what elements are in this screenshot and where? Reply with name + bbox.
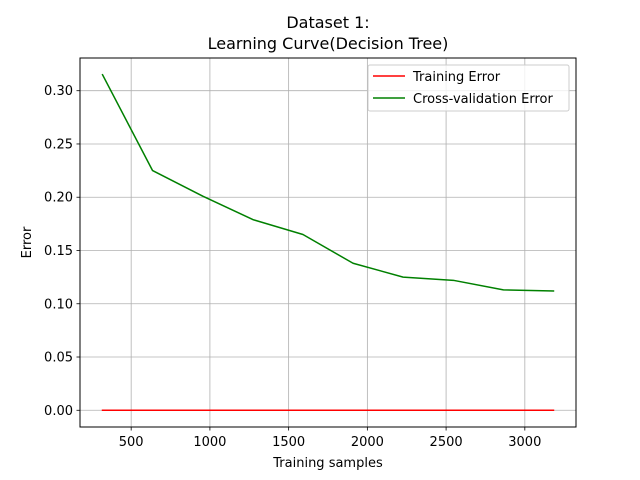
x-tick-label: 3000 bbox=[508, 435, 541, 450]
legend: Training Error Cross-validation Error bbox=[367, 64, 570, 112]
y-tick-label: 0.05 bbox=[44, 351, 73, 366]
chart-subtitle: Learning Curve(Decision Tree) bbox=[208, 34, 449, 53]
y-axis-label: Error bbox=[20, 226, 35, 258]
x-tick-label: 500 bbox=[119, 435, 144, 450]
series-lines bbox=[101, 73, 555, 412]
x-axis-label: Training samples bbox=[272, 456, 383, 471]
series-line-cross-validation-error bbox=[101, 73, 555, 292]
y-tick-label: 0.00 bbox=[44, 404, 73, 419]
x-tick-label: 2500 bbox=[430, 435, 463, 450]
axis-ticks: 500 1000 1500 2000 2500 3000 0.00 0.05 0.10 0.15 0… bbox=[44, 84, 541, 450]
chart-title: Dataset 1: bbox=[286, 13, 369, 32]
legend-label-training-error: Training Error bbox=[412, 70, 501, 85]
y-tick-label: 0.15 bbox=[44, 244, 73, 259]
legend-label-cross-validation-error: Cross-validation Error bbox=[413, 92, 553, 107]
legend-box bbox=[367, 64, 570, 112]
y-tick-label: 0.10 bbox=[44, 297, 73, 312]
y-tick-label: 0.20 bbox=[44, 191, 73, 206]
plot-area-frame bbox=[79, 57, 577, 428]
x-tick-label: 1000 bbox=[193, 435, 226, 450]
y-tick-label: 0.30 bbox=[44, 84, 73, 99]
x-tick-label: 1500 bbox=[272, 435, 305, 450]
x-tick-label: 2000 bbox=[351, 435, 384, 450]
grid bbox=[80, 58, 576, 427]
y-tick-label: 0.25 bbox=[44, 137, 73, 152]
